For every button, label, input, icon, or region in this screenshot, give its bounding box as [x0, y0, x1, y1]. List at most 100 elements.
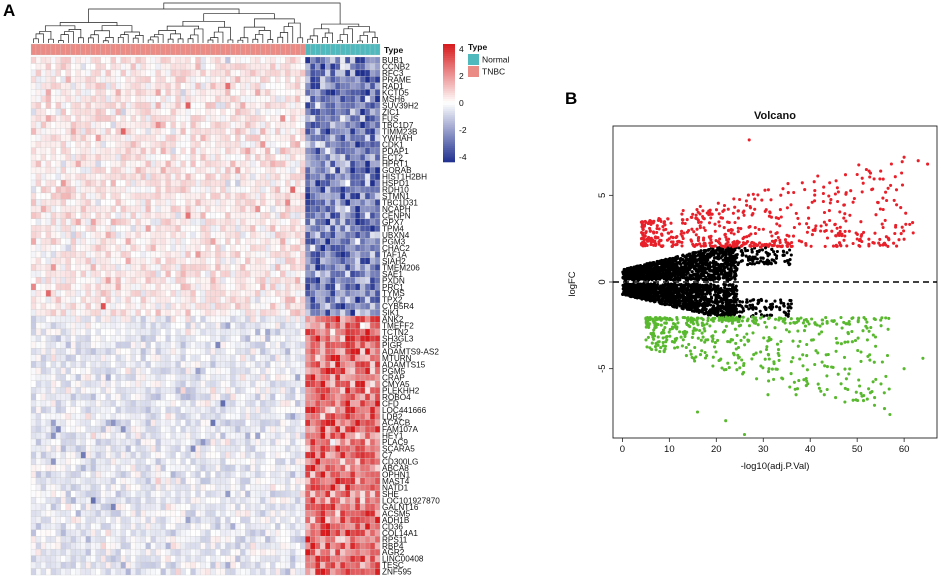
heatmap-cell: [125, 102, 131, 109]
heatmap-cell: [45, 173, 52, 181]
heatmap-cell: [270, 225, 276, 232]
heatmap-cell: [225, 186, 231, 194]
dendrogram-branch: [339, 34, 348, 43]
heatmap-cell: [240, 315, 246, 323]
heatmap-cell: [290, 445, 296, 453]
heatmap-cell: [50, 179, 57, 187]
heatmap-cell: [230, 296, 236, 304]
heatmap-cell: [315, 374, 321, 381]
heatmap-cell: [185, 445, 191, 453]
heatmap-cell: [260, 147, 266, 155]
heatmap-cell: [100, 380, 106, 388]
heatmap-cell: [105, 484, 111, 491]
heatmap-cell: [330, 471, 336, 479]
heatmap-cell: [150, 497, 156, 504]
heatmap-cell: [75, 89, 82, 96]
heatmap-cell: [215, 82, 221, 90]
heatmap-cell: [359, 108, 366, 116]
heatmap-cell: [320, 309, 326, 317]
heatmap-cell: [80, 309, 86, 317]
heatmap-cell: [100, 82, 106, 90]
heatmap-cell: [85, 134, 91, 142]
heatmap-cell: [210, 328, 216, 336]
heatmap-cell: [275, 166, 281, 174]
heatmap-cell: [185, 328, 191, 336]
heatmap-cell: [165, 238, 171, 245]
heatmap-cell: [225, 361, 231, 368]
heatmap-cell: [145, 393, 151, 401]
heatmap-cell: [374, 108, 381, 116]
heatmap-cell: [175, 251, 181, 258]
heatmap-cell: [85, 400, 91, 407]
heatmap-cell: [295, 335, 301, 343]
heatmap-cell: [85, 115, 91, 122]
heatmap-cell: [50, 432, 57, 440]
heatmap-cell: [374, 63, 381, 71]
heatmap-cell: [140, 270, 146, 278]
heatmap-cell: [335, 432, 341, 440]
heatmap-cell: [349, 134, 356, 142]
heatmap-cell: [50, 458, 57, 466]
heatmap-cell: [45, 322, 52, 330]
heatmap-cell: [90, 309, 96, 317]
heatmap-cell: [320, 108, 326, 116]
heatmap-cell: [260, 361, 266, 368]
heatmap-cell: [300, 335, 306, 343]
heatmap-cell: [50, 82, 57, 90]
heatmap-cell: [265, 497, 271, 504]
heatmap-cell: [215, 361, 221, 368]
heatmap-cell: [310, 315, 316, 323]
heatmap-cell: [85, 490, 91, 498]
heatmap-cell: [70, 490, 77, 498]
heatmap-cell: [275, 225, 281, 232]
heatmap-cell: [150, 231, 156, 239]
heatmap-cell: [330, 458, 336, 466]
heatmap-cell: [225, 445, 231, 453]
heatmap-cell: [160, 322, 166, 330]
heatmap-cell: [145, 89, 151, 96]
heatmap-cell: [260, 458, 266, 466]
heatmap-cell: [100, 477, 106, 485]
heatmap-cell: [364, 419, 371, 427]
heatmap-cell: [200, 225, 206, 232]
heatmap-cell: [330, 166, 336, 174]
heatmap-cell: [325, 451, 331, 459]
heatmap-cell: [354, 302, 361, 310]
heatmap-cell: [255, 121, 261, 129]
heatmap-cell: [80, 76, 86, 84]
heatmap-cell: [105, 147, 111, 155]
heatmap-cell: [160, 192, 166, 200]
heatmap-cell: [150, 212, 156, 220]
heatmap-cell: [374, 419, 381, 427]
heatmap-cell: [245, 128, 251, 135]
heatmap-cell: [180, 309, 186, 317]
heatmap-cell: [100, 238, 106, 245]
heatmap-cell: [40, 451, 47, 459]
heatmap-cell: [344, 406, 351, 414]
heatmap-cell: [150, 115, 156, 122]
heatmap-cell: [150, 225, 156, 232]
heatmap-cell: [320, 341, 326, 349]
heatmap-cell: [90, 173, 96, 181]
heatmap-cell: [190, 251, 196, 258]
heatmap-cell: [185, 108, 191, 116]
heatmap-cell: [290, 464, 296, 472]
heatmap-cell: [30, 289, 37, 297]
heatmap-cell: [120, 179, 126, 187]
heatmap-cell: [205, 225, 211, 232]
heatmap-cell: [185, 264, 191, 271]
heatmap-cell: [170, 322, 176, 330]
heatmap-cell: [305, 244, 311, 252]
heatmap-cell: [315, 244, 321, 252]
heatmap-cell: [255, 477, 261, 485]
heatmap-cell: [125, 400, 131, 407]
heatmap-cell: [330, 56, 336, 64]
heatmap-cell: [270, 244, 276, 252]
heatmap-cell: [30, 192, 37, 200]
heatmap-cell: [50, 141, 57, 148]
heatmap-cell: [135, 251, 141, 258]
heatmap-cell: [240, 69, 246, 77]
heatmap-cell: [45, 296, 52, 304]
heatmap-cell: [130, 302, 136, 310]
heatmap-cell: [354, 490, 361, 498]
